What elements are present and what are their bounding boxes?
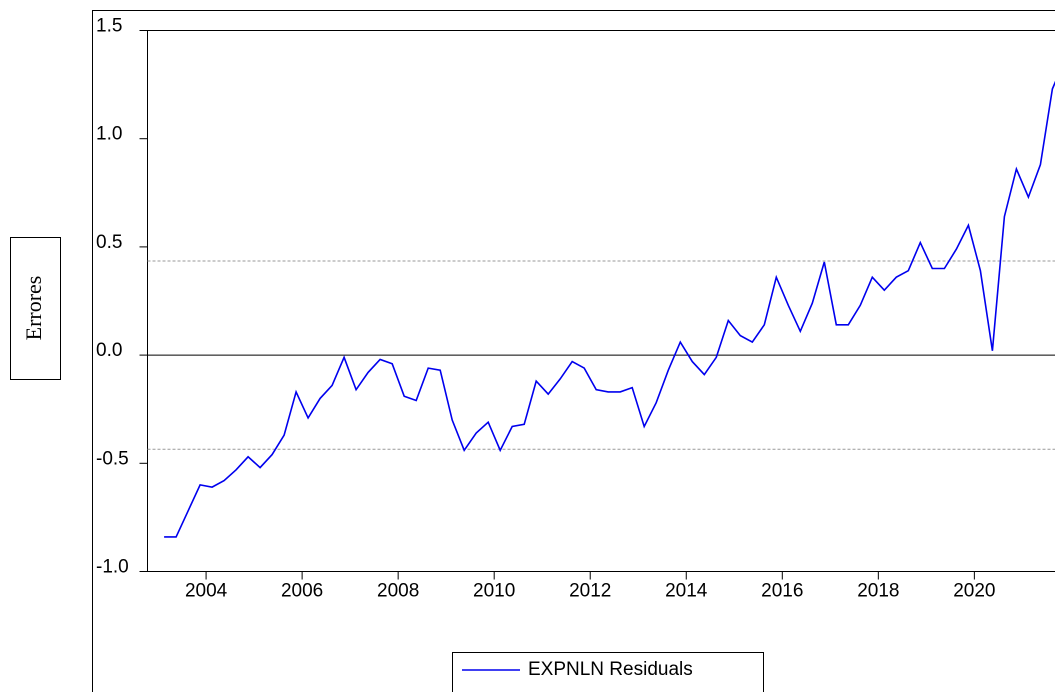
x-tick-label: 2018 (857, 581, 899, 602)
y-tick-label: -1.0 (96, 557, 129, 578)
y-tick-label: 1.5 (96, 16, 122, 37)
y-tick-label: 0.0 (96, 340, 122, 361)
legend: EXPNLN Residuals (453, 653, 764, 693)
x-tick-label: 2020 (953, 581, 995, 602)
y-tick-label: 1.0 (96, 124, 122, 145)
x-tick-label: 2012 (569, 581, 611, 602)
x-tick-label: 2006 (281, 581, 323, 602)
y-axis-label: Errores (21, 276, 46, 341)
y-tick-label: -0.5 (96, 448, 129, 469)
x-tick-label: 2014 (665, 581, 708, 602)
plot-frame (148, 31, 1055, 572)
data-line (164, 61, 1055, 537)
x-tick-label: 2010 (473, 581, 515, 602)
legend-label: EXPNLN Residuals (528, 659, 693, 680)
x-tick-label: 2004 (185, 581, 228, 602)
x-tick-label: 2008 (377, 581, 419, 602)
x-tick-label: 2016 (761, 581, 803, 602)
y-tick-label: 0.5 (96, 232, 122, 253)
